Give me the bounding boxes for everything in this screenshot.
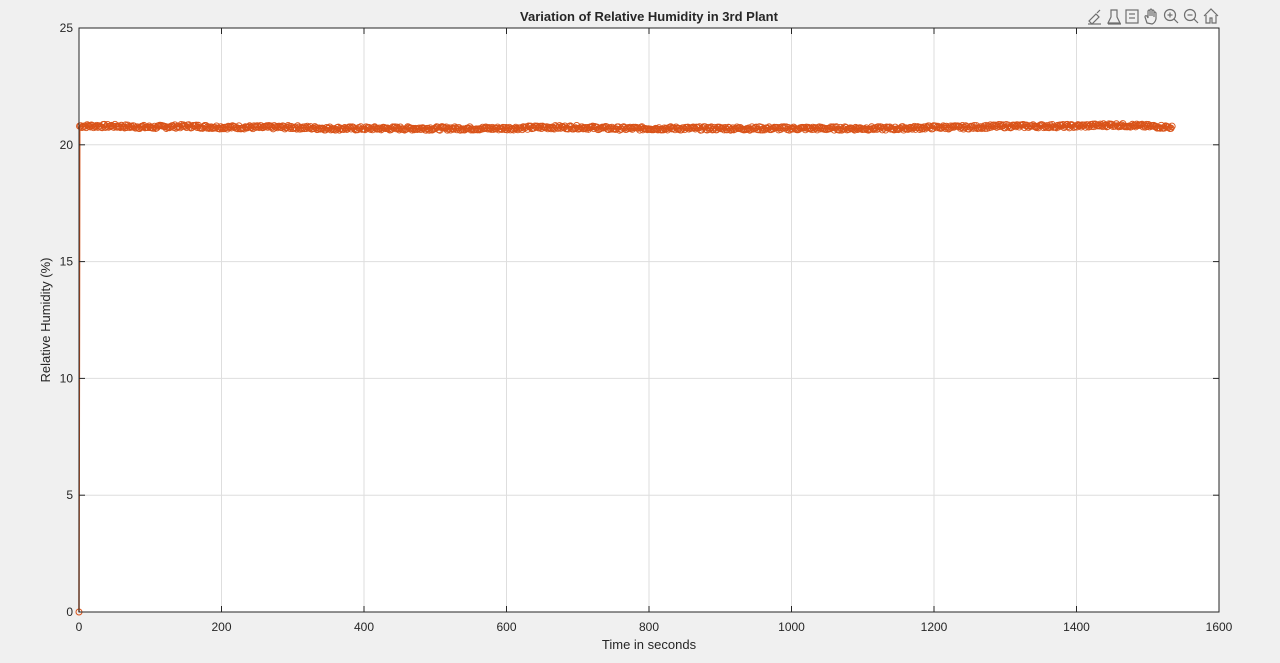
data-point: [726, 126, 735, 134]
data-point: [900, 126, 908, 134]
x-tick-label: 1600: [1206, 620, 1233, 634]
data-point: [851, 123, 860, 132]
data-point: [909, 123, 917, 132]
data-point: [1167, 124, 1175, 132]
y-tick-label: 25: [60, 21, 74, 35]
data-tips-icon[interactable]: [1125, 9, 1139, 24]
data-point: [415, 124, 424, 132]
data-point: [958, 122, 967, 130]
data-point: [549, 124, 557, 132]
data-series: [75, 120, 1176, 616]
x-tick-label: 1400: [1063, 620, 1090, 634]
data-point: [1096, 120, 1105, 128]
data-point: [512, 123, 520, 132]
data-point: [878, 126, 886, 134]
x-tick-label: 1200: [921, 620, 948, 634]
axes-border: [78, 27, 1220, 613]
data-point: [459, 125, 468, 133]
brush-icon[interactable]: [1088, 9, 1101, 25]
data-point: [1014, 121, 1022, 129]
y-axis-label: Relative Humidity (%): [38, 258, 53, 383]
data-point: [993, 123, 1001, 131]
x-tick-label: 800: [639, 620, 659, 634]
data-point: [1012, 122, 1020, 131]
y-tick-label: 5: [66, 488, 73, 502]
chart-title: Variation of Relative Humidity in 3rd Pl…: [520, 9, 779, 24]
x-axis-label: Time in seconds: [602, 637, 697, 652]
data-point: [487, 125, 495, 133]
y-tick-label: 10: [60, 371, 74, 385]
x-tick-label: 200: [211, 620, 231, 634]
zoom-in-icon[interactable]: [1163, 8, 1179, 24]
data-point: [828, 124, 836, 132]
data-point: [114, 122, 122, 130]
data-point: [263, 122, 271, 130]
data-point: [1168, 122, 1176, 130]
data-point: [1031, 122, 1039, 131]
export-icon[interactable]: [1107, 9, 1121, 25]
data-point: [904, 125, 912, 133]
data-point: [637, 123, 645, 132]
y-tick-label: 15: [60, 255, 74, 269]
data-point: [598, 123, 606, 131]
x-tick-label: 1000: [778, 620, 805, 634]
data-point: [779, 124, 787, 132]
y-tick-label: 20: [60, 138, 74, 152]
data-point: [995, 121, 1003, 129]
data-point: [587, 123, 596, 131]
data-point: [218, 124, 226, 133]
data-point: [607, 125, 615, 133]
data-point: [677, 126, 686, 134]
x-tick-label: 600: [496, 620, 516, 634]
data-point: [115, 123, 123, 131]
data-point: [293, 125, 301, 133]
data-point: [1042, 123, 1050, 131]
data-point: [578, 123, 586, 131]
x-tick-label: 0: [76, 620, 83, 634]
x-tick-label: 400: [354, 620, 374, 634]
home-icon[interactable]: [1203, 8, 1219, 24]
axes-toolbar: [1088, 8, 1219, 25]
pan-icon[interactable]: [1144, 8, 1157, 25]
y-tick-label: 0: [66, 605, 73, 619]
x-axis: 0 200 400 600 800 1000 1200 1400 1600: [76, 28, 1233, 634]
zoom-out-icon[interactable]: [1183, 8, 1199, 24]
